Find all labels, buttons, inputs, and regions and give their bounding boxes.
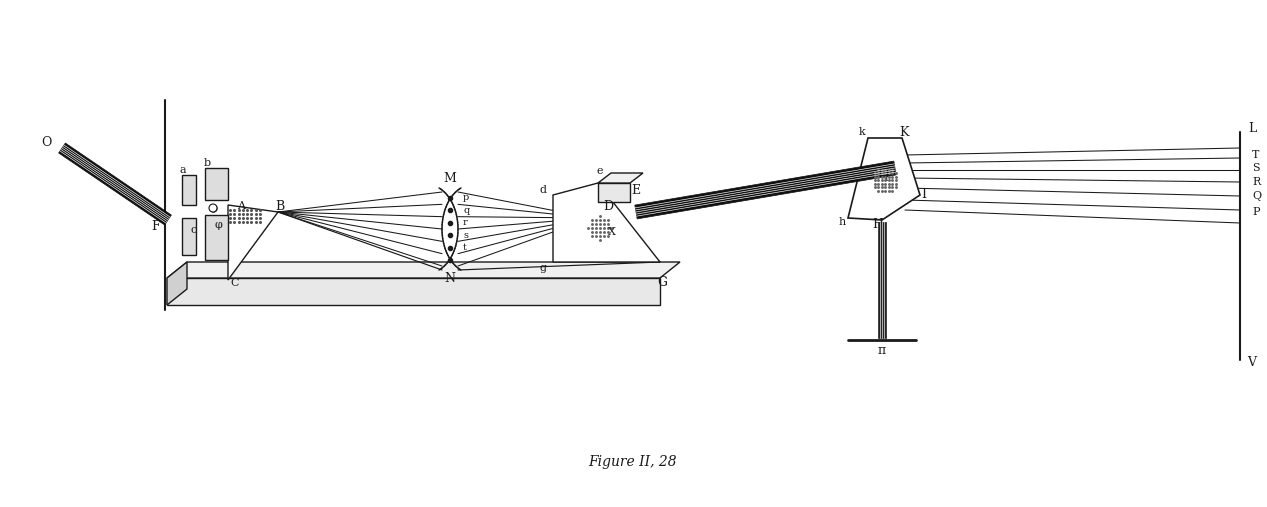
Text: N: N <box>445 272 456 284</box>
Text: S: S <box>1252 163 1259 173</box>
Text: π: π <box>878 344 886 356</box>
Text: Y: Y <box>882 173 889 183</box>
Text: d: d <box>538 185 546 195</box>
Text: Figure II, 28: Figure II, 28 <box>589 455 678 469</box>
Text: T: T <box>1252 150 1259 160</box>
Polygon shape <box>167 262 680 278</box>
Polygon shape <box>205 168 228 200</box>
Polygon shape <box>167 262 188 305</box>
Polygon shape <box>58 143 171 225</box>
Text: r: r <box>462 219 468 227</box>
Polygon shape <box>182 175 196 205</box>
Text: g: g <box>538 263 546 273</box>
Text: M: M <box>443 171 456 185</box>
Text: K: K <box>900 126 908 138</box>
Text: C: C <box>231 278 239 288</box>
Text: t: t <box>462 243 466 252</box>
Text: F: F <box>151 220 160 233</box>
Polygon shape <box>228 205 277 280</box>
Polygon shape <box>205 215 228 260</box>
Text: D: D <box>603 199 613 212</box>
Text: a: a <box>180 165 186 175</box>
Text: L: L <box>1248 122 1256 134</box>
Polygon shape <box>848 138 920 220</box>
Polygon shape <box>598 183 630 202</box>
Text: A: A <box>237 201 245 211</box>
Polygon shape <box>878 222 886 338</box>
Text: R: R <box>1252 177 1261 187</box>
Polygon shape <box>182 218 196 255</box>
Text: c: c <box>191 225 196 235</box>
Text: V: V <box>1248 355 1257 369</box>
Text: b: b <box>204 158 210 168</box>
Polygon shape <box>167 278 660 305</box>
Text: h: h <box>839 217 845 227</box>
Text: φ: φ <box>214 220 222 230</box>
Text: H: H <box>873 219 883 232</box>
Text: I: I <box>921 189 926 201</box>
Text: X: X <box>608 227 616 237</box>
Text: O: O <box>42 135 52 149</box>
Text: e: e <box>597 166 603 176</box>
Polygon shape <box>598 173 642 183</box>
Text: q: q <box>462 206 469 215</box>
Polygon shape <box>635 161 896 219</box>
Text: s: s <box>462 231 468 240</box>
Text: p: p <box>462 194 469 202</box>
Circle shape <box>209 204 217 212</box>
Text: Q: Q <box>1252 191 1261 201</box>
Text: G: G <box>658 275 666 288</box>
Text: B: B <box>275 200 285 213</box>
Polygon shape <box>552 183 660 262</box>
Text: k: k <box>859 127 865 137</box>
Text: E: E <box>631 184 641 197</box>
Text: P: P <box>1252 207 1259 217</box>
